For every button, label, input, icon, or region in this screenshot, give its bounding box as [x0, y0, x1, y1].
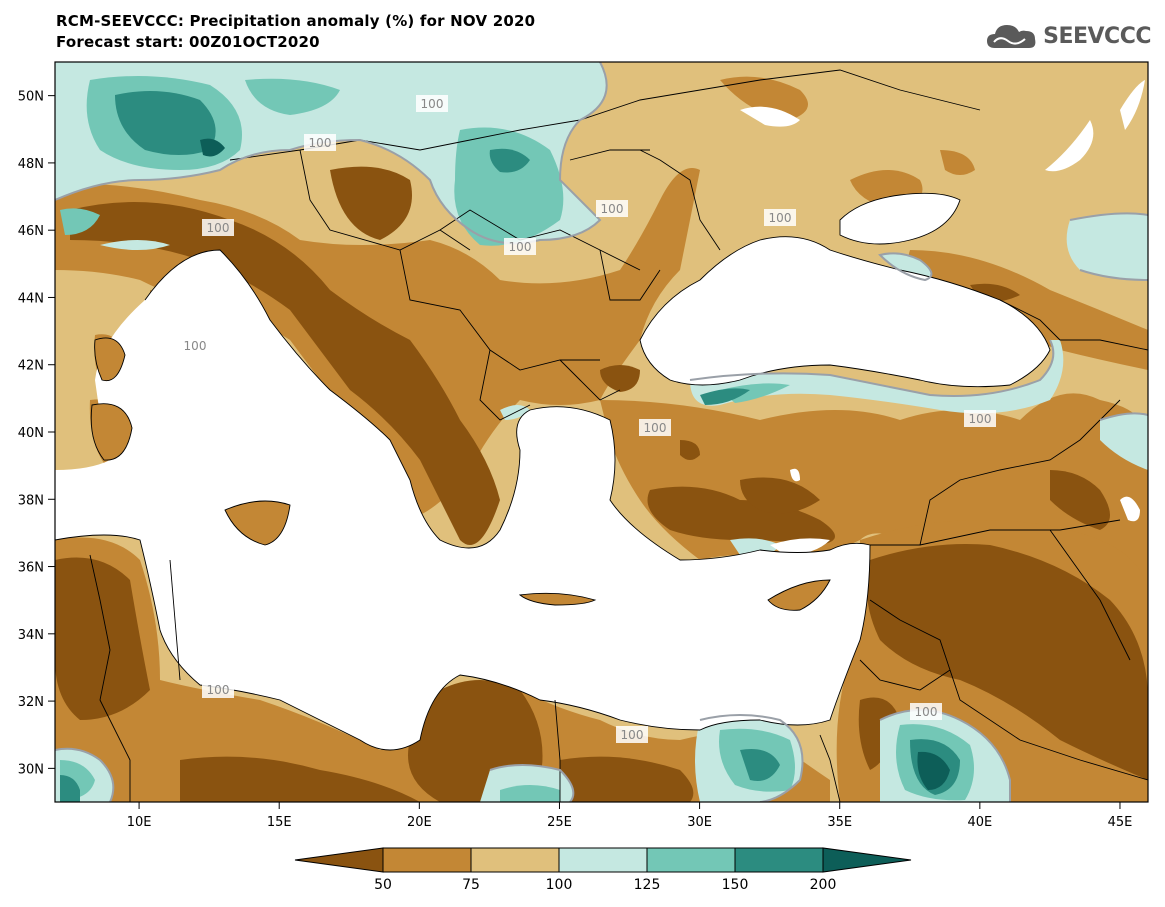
lon-tick-label: 10E [127, 815, 152, 830]
colorbar-segment [822, 847, 912, 873]
contour-label: 100 [509, 240, 532, 254]
logo-text: SEEVCCC [1043, 23, 1151, 49]
seevccc-logo: SEEVCCC [985, 20, 1151, 52]
longitude-axis: 10E 15E 20E 25E 30E 35E 40E 45E [127, 802, 1133, 830]
contour-label: 100 [644, 421, 667, 435]
colorbar-tick-label: 125 [634, 877, 661, 893]
contour-100 [55, 62, 1148, 802]
contour-label-bg [304, 134, 336, 151]
islands [91, 337, 830, 611]
lat-tick-label: 38N [18, 493, 44, 508]
colorbar-segment [558, 847, 648, 873]
contour-label: 100 [769, 211, 792, 225]
contour-label: 100 [601, 202, 624, 216]
colorbar-tick-label: 75 [462, 877, 480, 893]
contour-label-bg [416, 95, 448, 112]
colorbar-tick-label: 50 [374, 877, 392, 893]
contour-label: 100 [207, 221, 230, 235]
colorbar-tick-label: 150 [722, 877, 749, 893]
lon-tick-label: 45E [1108, 815, 1133, 830]
map-title: RCM-SEEVCCC: Precipitation anomaly (%) f… [56, 12, 536, 30]
colorbar-segment [294, 847, 384, 873]
contour-label: 100 [421, 97, 444, 111]
lat-tick-label: 40N [18, 426, 44, 441]
lat-tick-label: 46N [18, 224, 44, 239]
map-field: 100 100 100 100 100 100 100 100 100 100 100 100 [55, 62, 1148, 802]
lat-tick-label: 42N [18, 359, 44, 374]
lat-tick-label: 44N [18, 291, 44, 306]
contour-label-bg [202, 681, 234, 698]
lat-tick-label: 36N [18, 561, 44, 576]
contour-label-bg [910, 703, 942, 720]
lat-tick-label: 32N [18, 695, 44, 710]
colorbar-segment [382, 847, 472, 873]
contour-label-bg [964, 410, 996, 427]
contour-label-bg [639, 419, 671, 436]
colorbar-tick-label: 100 [546, 877, 573, 893]
lat-tick-label: 50N [18, 90, 44, 105]
lon-tick-label: 15E [267, 815, 292, 830]
contour-label: 100 [969, 412, 992, 426]
contour-label-bg [596, 200, 628, 217]
latitude-axis: 50N 48N 46N 44N 42N 40N 38N 36N 34N 32N 30N [18, 90, 55, 777]
contour-label-bg [179, 337, 211, 354]
contour-label-bg [504, 238, 536, 255]
cloud-icon [987, 25, 1036, 48]
contour-label-bg [616, 726, 648, 743]
lon-tick-label: 35E [827, 815, 852, 830]
contour-label-bg [202, 219, 234, 236]
sea-mask [55, 80, 1145, 750]
contour-label: 100 [309, 136, 332, 150]
colorbar-segment [470, 847, 560, 873]
contour-label: 100 [621, 728, 644, 742]
lon-tick-label: 30E [687, 815, 712, 830]
colorbar: 50 75 100 125 150 200 [294, 847, 912, 893]
lat-tick-label: 34N [18, 628, 44, 643]
contour-label: 100 [915, 705, 938, 719]
colorbar-tick-label: 200 [810, 877, 837, 893]
lon-tick-label: 25E [547, 815, 572, 830]
contour-label-bg [764, 209, 796, 226]
colorbar-segment [646, 847, 736, 873]
forecast-start-label: Forecast start: 00Z01OCT2020 [56, 33, 320, 51]
lat-tick-label: 30N [18, 762, 44, 777]
colorbar-segment [734, 847, 824, 873]
lat-tick-label: 48N [18, 157, 44, 172]
lon-tick-label: 20E [407, 815, 432, 830]
contour-label: 100 [207, 683, 230, 697]
contour-label: 100 [184, 339, 207, 353]
lon-tick-label: 40E [967, 815, 992, 830]
